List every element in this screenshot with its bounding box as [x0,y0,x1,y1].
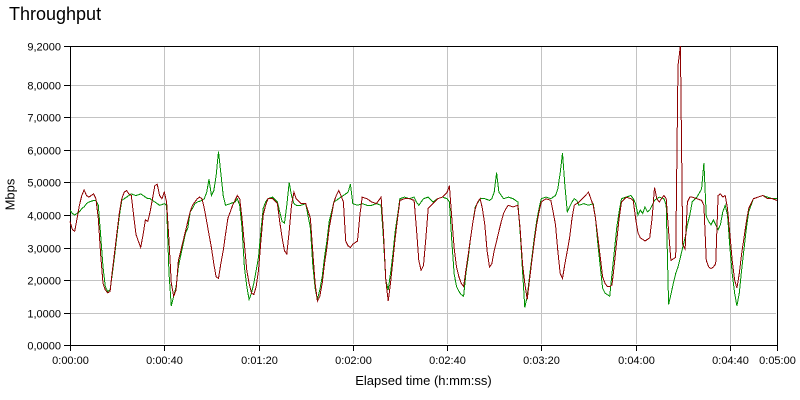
x-tick-label: 0:00:40 [146,355,183,367]
x-tick-label: 0:04:40 [712,355,749,367]
y-tick-label: 6,0000 [27,146,61,158]
x-tick-label: 0:03:20 [523,355,560,367]
plot-border [70,46,778,346]
y-tick-label: 3,0000 [27,244,61,256]
x-tick-label: 0:01:20 [241,355,278,367]
x-tick-label: 0:00:00 [52,355,89,367]
x-tick-label: 0:04:00 [618,355,655,367]
y-tick-label: 2,0000 [27,276,61,288]
y-tick-label: 5,0000 [27,178,61,190]
x-tick-label: 0:02:00 [335,355,372,367]
x-axis-label: Elapsed time (h:mm:ss) [355,373,492,388]
y-tick-label: 9,2000 [27,42,61,54]
y-tick-label: 0,0000 [27,341,61,353]
x-tick-label: 0:05:00 [759,355,796,367]
y-tick-label: 7,0000 [27,113,61,125]
x-tick-label: 0:02:40 [429,355,466,367]
chart-title: Throughput [9,4,102,24]
y-tick-label: 4,0000 [27,211,61,223]
y-tick-label: 8,0000 [27,81,61,93]
y-tick-label: 1,0000 [27,309,61,321]
series-red-line [69,45,778,303]
